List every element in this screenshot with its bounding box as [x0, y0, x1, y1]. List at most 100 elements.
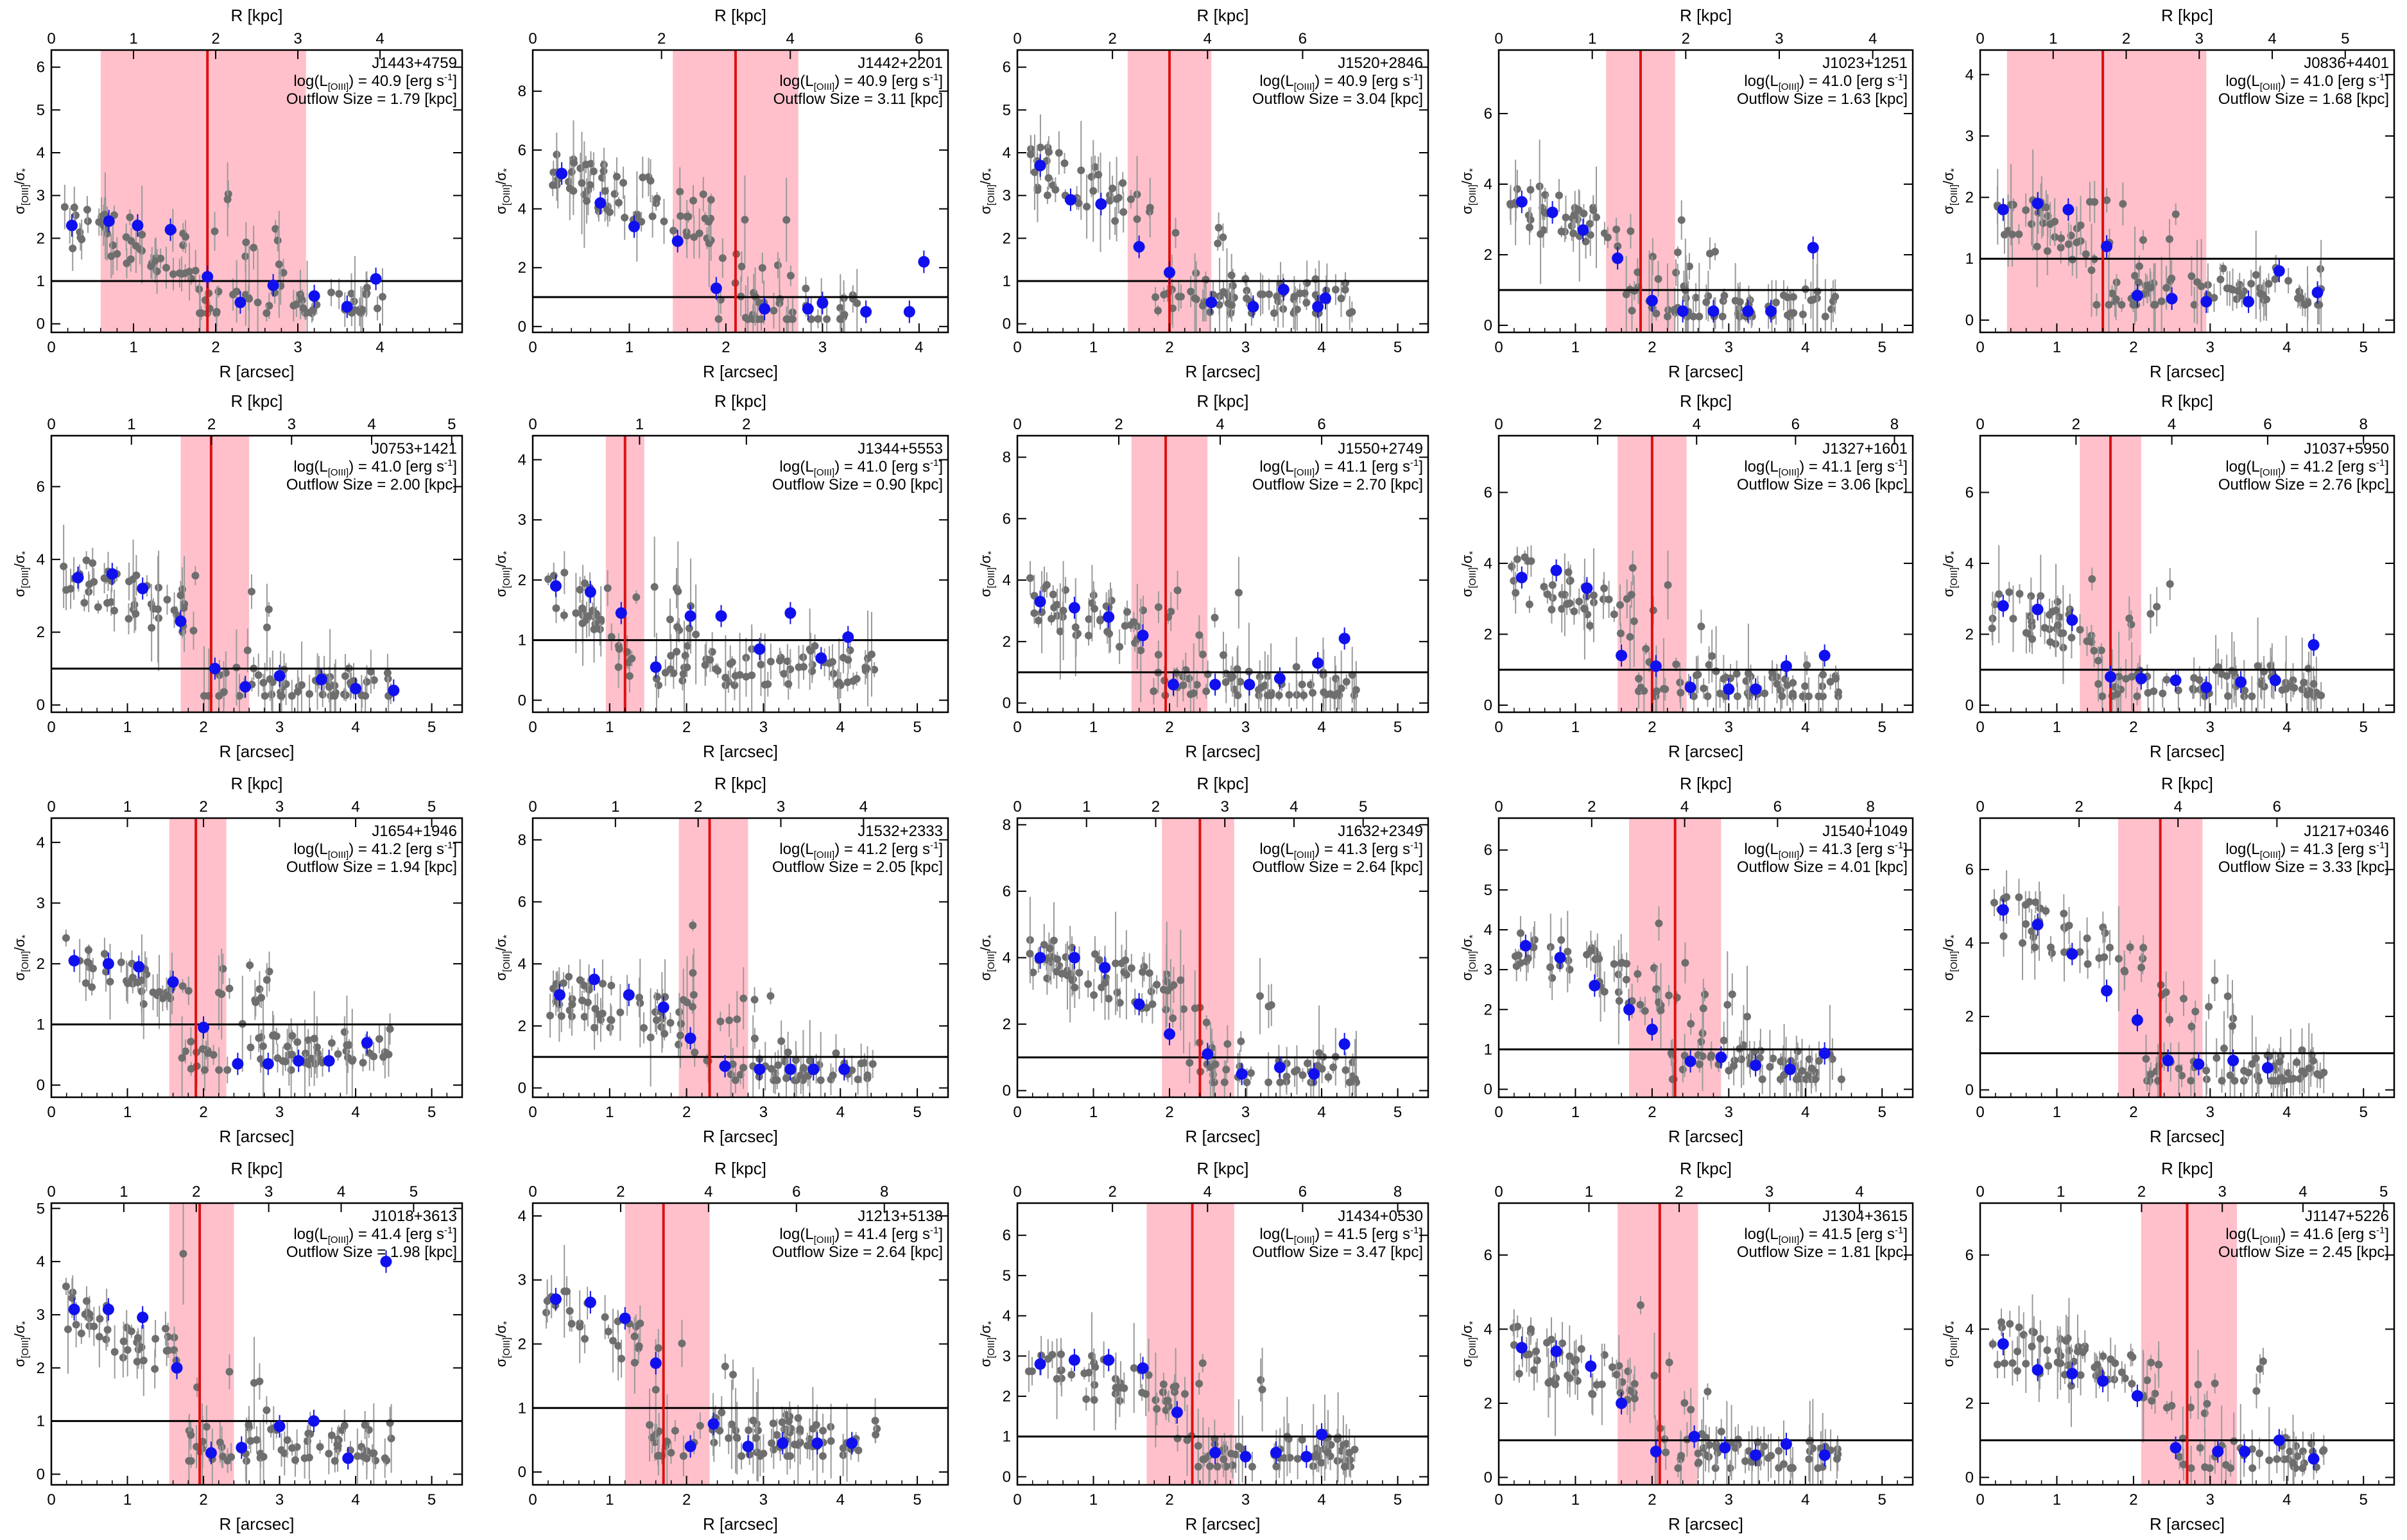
grey-point: [243, 1457, 251, 1465]
blue-point: [1997, 904, 2009, 916]
blue-point: [1205, 296, 1218, 309]
grey-point: [605, 208, 614, 216]
grey-point: [1105, 995, 1113, 1003]
grey-point: [1089, 187, 1098, 195]
blue-point: [2135, 672, 2147, 685]
plot-frame: [50, 817, 463, 1099]
plot-frame: [1497, 49, 1914, 334]
grey-point: [1048, 615, 1056, 623]
grey-point: [212, 307, 221, 316]
outflow-size-label: Outflow Size = 3.06 [kpc]: [1737, 476, 1908, 493]
grey-point: [1053, 601, 1061, 609]
plot-area: [51, 1203, 462, 1485]
x-top-tick-label: 4: [1216, 416, 1224, 433]
grey-point: [288, 1444, 297, 1452]
grey-point: [1663, 312, 1671, 321]
luminosity-label: log(L[OIII]) = 41.1 [erg s-1]: [1259, 458, 1423, 478]
grey-point: [187, 1457, 195, 1465]
grey-point: [2048, 608, 2057, 616]
grey-point: [653, 194, 661, 203]
grey-point: [259, 1042, 267, 1050]
plot-frame: [1979, 817, 2395, 1099]
grey-point: [2043, 247, 2051, 255]
grey-point: [757, 315, 765, 323]
grey-point: [816, 1076, 825, 1084]
x-top-tick-label: 4: [351, 798, 359, 816]
grey-point: [582, 160, 590, 169]
grey-point: [598, 980, 607, 988]
grey-point: [576, 976, 584, 984]
grey-point: [681, 651, 689, 660]
grey-point: [583, 998, 592, 1007]
grey-point: [1728, 990, 1736, 998]
blue-point: [1338, 1038, 1350, 1050]
grey-point: [383, 669, 392, 677]
grey-point: [2253, 1072, 2261, 1080]
grey-point: [1564, 568, 1573, 576]
grey-point: [1766, 1063, 1774, 1071]
x-tick-label: 5: [913, 1104, 921, 1121]
x-tick-label: 4: [2282, 339, 2291, 356]
x-top-axis-label: R [kpc]: [1197, 774, 1249, 793]
x-tick-label: 5: [1878, 339, 1886, 356]
grey-point: [257, 993, 266, 1002]
grey-point: [1318, 1065, 1326, 1073]
blue-point: [759, 303, 771, 315]
x-top-tick-label: 6: [1317, 416, 1325, 433]
plot-frame: [1979, 434, 2395, 714]
grey-point: [1263, 691, 1272, 699]
grey-point: [2254, 662, 2262, 670]
grey-point: [340, 1421, 349, 1430]
grey-point: [2190, 300, 2198, 309]
blue-point: [684, 610, 696, 622]
grey-point: [1555, 191, 1563, 200]
grey-point: [1570, 211, 1578, 219]
grey-point: [1059, 606, 1067, 615]
x-tick-label: 2: [682, 1104, 691, 1121]
grey-point: [83, 205, 91, 214]
x-top-tick-label: 8: [2360, 416, 2368, 433]
x-tick-label: 1: [605, 719, 614, 736]
grey-point: [718, 254, 727, 262]
grey-point: [1160, 291, 1168, 299]
grey-point: [60, 203, 69, 211]
grey-point: [1123, 608, 1132, 616]
grey-point: [2015, 230, 2023, 239]
blue-point: [1312, 301, 1324, 312]
grey-point: [782, 1074, 790, 1082]
grey-point: [263, 309, 271, 317]
x-tick-label: 5: [1393, 719, 1402, 736]
grey-point: [303, 1437, 311, 1445]
grey-point: [1137, 646, 1145, 654]
plot-area: [1980, 818, 2394, 1097]
grey-point: [705, 218, 713, 226]
grey-point: [1342, 1066, 1350, 1074]
grey-point: [1326, 690, 1334, 698]
grey-point: [1233, 665, 1241, 673]
grey-point: [88, 983, 96, 991]
blue-point: [1612, 252, 1624, 264]
grey-point: [1049, 590, 1057, 599]
grey-point: [2098, 692, 2107, 701]
grey-point: [163, 595, 171, 604]
x-tick-label: 1: [625, 339, 634, 356]
grey-point: [1153, 980, 1161, 989]
grey-point: [685, 624, 693, 633]
object-name: J1327+1601: [1822, 440, 1908, 458]
grey-point: [2131, 271, 2139, 280]
grey-point: [80, 599, 89, 607]
grey-point: [1778, 692, 1786, 701]
grey-point: [1290, 293, 1298, 301]
x-tick-label: 5: [1878, 1104, 1886, 1121]
grey-point: [359, 1059, 367, 1067]
grey-point: [870, 665, 879, 674]
x-top-axis-label: R [kpc]: [1680, 774, 1732, 793]
grey-point: [568, 1000, 576, 1009]
grey-point: [673, 622, 682, 631]
grey-point: [1329, 1063, 1338, 1072]
x-top-tick-label: 0: [1013, 798, 1021, 816]
x-tick-label: 5: [1393, 1104, 1402, 1121]
grey-point: [2259, 291, 2267, 299]
blue-point: [2269, 674, 2281, 687]
blue-point: [842, 631, 854, 643]
